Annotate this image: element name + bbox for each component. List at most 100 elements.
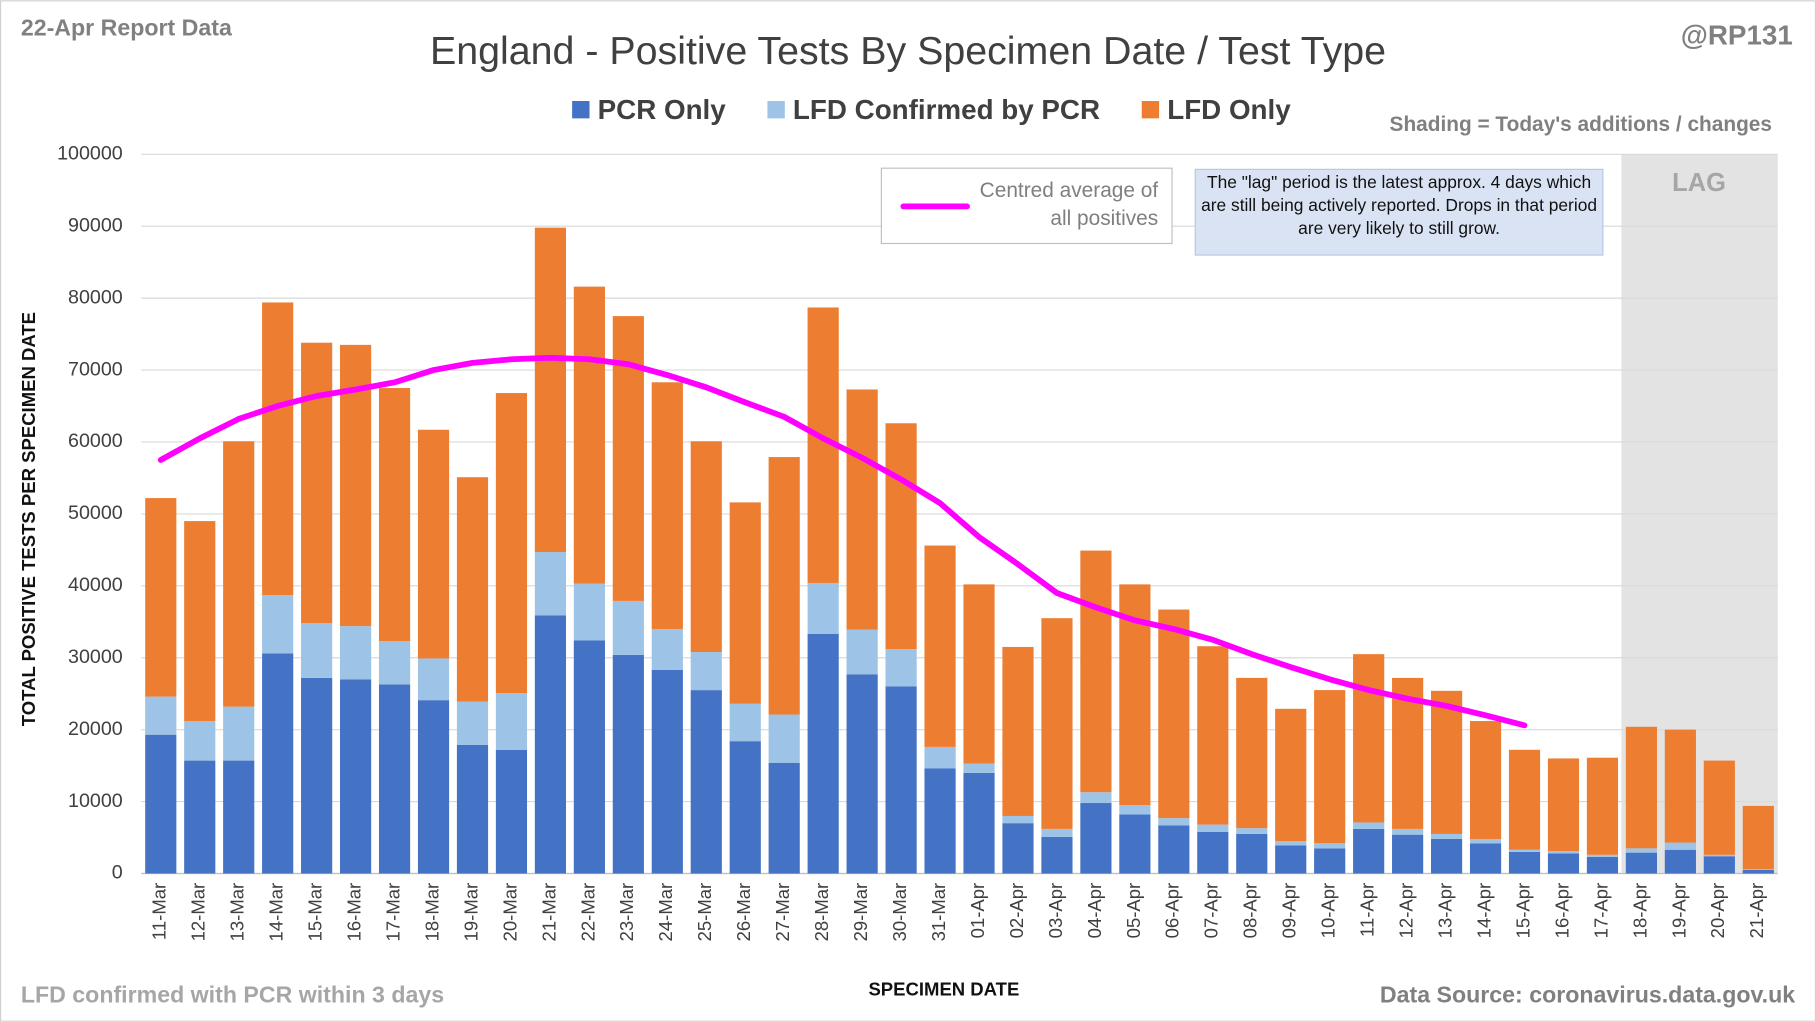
x-tick-label: 11-Mar bbox=[149, 883, 170, 940]
x-tick-label: 24-Mar bbox=[655, 883, 676, 942]
y-tick-label: 40000 bbox=[68, 574, 123, 596]
bar-segment bbox=[690, 441, 722, 652]
bar-segment bbox=[1547, 851, 1580, 854]
x-tick-label: 02-Apr bbox=[1006, 883, 1027, 939]
x-tick-label: 05-Apr bbox=[1123, 883, 1144, 939]
bar-segment bbox=[145, 734, 177, 874]
bar-segment bbox=[1041, 618, 1073, 829]
y-tick-label: 50000 bbox=[68, 502, 123, 524]
bar-segment bbox=[1431, 833, 1463, 839]
x-tick-label: 04-Apr bbox=[1084, 883, 1105, 939]
bar-segment bbox=[1314, 848, 1346, 874]
bar-segment bbox=[534, 552, 567, 616]
bar-segment bbox=[1703, 854, 1735, 857]
bar-segment bbox=[1431, 690, 1463, 834]
bar-segment bbox=[1625, 848, 1657, 853]
bar-segment bbox=[1586, 854, 1619, 857]
x-tick-label: 08-Apr bbox=[1240, 883, 1261, 939]
bar-segment bbox=[301, 677, 333, 874]
bar-segment bbox=[1353, 654, 1385, 823]
chart-title: England - Positive Tests By Specimen Dat… bbox=[430, 29, 1386, 73]
bar-segment bbox=[1742, 805, 1774, 870]
x-tick-label: 17-Mar bbox=[382, 883, 403, 942]
x-tick-label: 16-Apr bbox=[1551, 883, 1572, 939]
bar-segment bbox=[729, 703, 761, 742]
bar-segment bbox=[184, 721, 216, 761]
bar-segment bbox=[1353, 822, 1385, 829]
x-tick-label: 18-Mar bbox=[421, 883, 442, 942]
bar-segment bbox=[1469, 843, 1502, 874]
x-tick-label: 19-Apr bbox=[1668, 883, 1689, 939]
bar-segment bbox=[184, 760, 216, 874]
bar-segment bbox=[651, 669, 683, 874]
x-tick-label: 19-Mar bbox=[460, 883, 481, 942]
x-tick-label: 13-Mar bbox=[227, 883, 248, 942]
annotation: The "lag" period is the latest approx. 4… bbox=[1201, 173, 1597, 239]
bar-segment bbox=[1002, 823, 1034, 874]
x-tick-label: 22-Mar bbox=[577, 883, 598, 942]
x-tick-label: 11-Apr bbox=[1357, 883, 1378, 937]
bar-segment bbox=[1119, 814, 1151, 874]
bar-segment bbox=[1508, 851, 1541, 874]
x-tick-label: 27-Mar bbox=[772, 883, 793, 942]
x-tick-label: 14-Apr bbox=[1473, 883, 1494, 939]
bar-segment bbox=[846, 629, 878, 675]
bar-segment bbox=[924, 768, 956, 874]
bar-segment bbox=[1314, 843, 1346, 849]
bar-segment bbox=[262, 595, 294, 654]
bar-segment bbox=[534, 227, 567, 553]
bar-segment bbox=[690, 651, 722, 691]
x-tick-label: 29-Mar bbox=[850, 883, 871, 942]
bar-segment bbox=[963, 772, 995, 874]
bar-segment bbox=[262, 653, 294, 874]
bar-segment bbox=[768, 457, 800, 715]
shading-note: Shading = Today's additions / changes bbox=[1390, 113, 1772, 136]
x-tick-label: 25-Mar bbox=[694, 883, 715, 942]
bar-segment bbox=[1586, 757, 1619, 855]
bar-segment bbox=[1197, 646, 1229, 825]
bar-segment bbox=[1547, 758, 1580, 852]
y-tick-label: 60000 bbox=[68, 430, 123, 452]
bar-segment bbox=[223, 706, 255, 761]
bar-segment bbox=[1469, 721, 1502, 839]
bar-segment bbox=[1703, 856, 1735, 874]
x-tick-label: 01-Apr bbox=[967, 883, 988, 939]
bar-segment bbox=[340, 626, 372, 680]
bar-segment bbox=[1469, 838, 1502, 844]
bar-segment bbox=[495, 393, 528, 693]
x-tick-label: 23-Mar bbox=[616, 883, 637, 942]
bar-segment bbox=[340, 679, 372, 874]
x-tick-label: 14-Mar bbox=[266, 883, 287, 942]
bar-segment bbox=[1353, 828, 1385, 874]
x-tick-label: 10-Apr bbox=[1318, 883, 1339, 939]
y-tick-label: 100000 bbox=[57, 142, 123, 164]
y-tick-label: 0 bbox=[112, 862, 123, 884]
bar-segment bbox=[1664, 729, 1696, 843]
bar-segment bbox=[1664, 849, 1696, 874]
bar-segment bbox=[1002, 815, 1034, 824]
bar-segment bbox=[807, 582, 839, 635]
legend: PCR Only LFD Confirmed by PCR LFD Only Cent… bbox=[572, 94, 1291, 230]
bar-segment bbox=[1119, 805, 1151, 815]
bar-segment bbox=[1392, 828, 1424, 835]
x-tick-label: 15-Mar bbox=[305, 883, 326, 942]
bar-segment bbox=[885, 649, 917, 687]
bar-segment bbox=[534, 615, 567, 874]
x-tick-label: 31-Mar bbox=[928, 883, 949, 942]
bar-segment bbox=[1703, 760, 1735, 855]
bar-segment bbox=[456, 701, 489, 745]
bar-segment bbox=[612, 600, 644, 655]
bar-segment bbox=[573, 583, 605, 641]
x-tick-label: 20-Mar bbox=[499, 883, 520, 942]
bar-segment bbox=[1625, 852, 1657, 874]
bar-segment bbox=[1080, 803, 1112, 874]
bar-segment bbox=[1041, 836, 1073, 874]
labels: 0 10000 20000 30000 40000 50000 60000 70000 8000… bbox=[57, 142, 1767, 941]
bar-segment bbox=[1236, 828, 1268, 834]
x-tick-label: 16-Mar bbox=[343, 883, 364, 942]
x-tick-label: 21-Mar bbox=[538, 883, 559, 942]
bar-segment bbox=[1508, 849, 1541, 852]
bar-segment bbox=[262, 302, 294, 596]
bar-segment bbox=[963, 584, 995, 764]
